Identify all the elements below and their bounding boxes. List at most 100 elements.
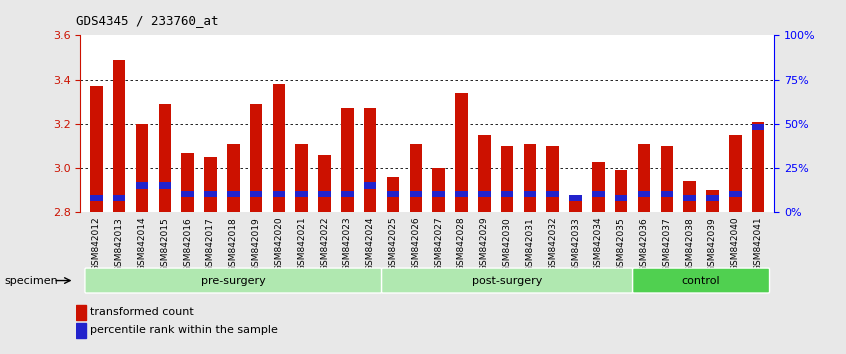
Bar	[501, 146, 514, 212]
Bar	[455, 191, 468, 198]
Bar	[158, 104, 171, 212]
Bar	[638, 191, 651, 198]
Bar	[90, 86, 102, 212]
Bar	[752, 124, 765, 130]
Bar	[158, 182, 171, 188]
Text: percentile rank within the sample: percentile rank within the sample	[90, 325, 278, 336]
Bar	[113, 60, 125, 212]
Text: GSM842018: GSM842018	[228, 217, 238, 272]
Bar	[524, 191, 536, 198]
Bar	[272, 191, 285, 198]
Bar	[524, 144, 536, 212]
Text: control: control	[682, 275, 721, 286]
Bar	[684, 182, 696, 212]
Text: GSM842015: GSM842015	[160, 217, 169, 272]
Text: GSM842022: GSM842022	[320, 217, 329, 271]
Bar	[387, 191, 399, 198]
Bar	[364, 108, 376, 212]
Bar	[432, 168, 445, 212]
Bar	[592, 161, 605, 212]
Bar	[204, 191, 217, 198]
Bar	[592, 191, 605, 198]
Bar	[250, 191, 262, 198]
Bar	[752, 122, 765, 212]
Bar	[341, 108, 354, 212]
Bar	[729, 191, 742, 198]
Text: GSM842019: GSM842019	[251, 217, 261, 272]
Bar	[135, 182, 148, 188]
Bar	[76, 323, 86, 338]
Text: GSM842024: GSM842024	[365, 217, 375, 271]
Text: GSM842041: GSM842041	[754, 217, 762, 272]
Bar	[569, 195, 582, 201]
Bar	[455, 93, 468, 212]
Text: GDS4345 / 233760_at: GDS4345 / 233760_at	[76, 13, 218, 27]
Bar	[113, 195, 125, 201]
Bar	[432, 191, 445, 198]
Bar	[387, 177, 399, 212]
Bar	[250, 104, 262, 212]
Bar	[181, 153, 194, 212]
Bar	[295, 144, 308, 212]
Text: GSM842030: GSM842030	[503, 217, 512, 272]
Text: GSM842035: GSM842035	[617, 217, 626, 272]
Bar	[227, 144, 239, 212]
Text: GSM842036: GSM842036	[640, 217, 649, 272]
Text: GSM842013: GSM842013	[115, 217, 124, 272]
Bar	[615, 170, 628, 212]
Text: GSM842023: GSM842023	[343, 217, 352, 272]
Text: GSM842040: GSM842040	[731, 217, 739, 272]
Bar	[684, 195, 696, 201]
Text: GSM842016: GSM842016	[183, 217, 192, 272]
Bar	[409, 144, 422, 212]
Text: GSM842026: GSM842026	[411, 217, 420, 272]
Text: GSM842034: GSM842034	[594, 217, 603, 272]
Bar	[135, 124, 148, 212]
Text: specimen: specimen	[4, 275, 58, 286]
Bar	[547, 191, 559, 198]
Text: GSM842032: GSM842032	[548, 217, 558, 272]
Text: GSM842027: GSM842027	[434, 217, 443, 272]
Text: GSM842012: GSM842012	[92, 217, 101, 272]
Text: GSM842017: GSM842017	[206, 217, 215, 272]
Bar	[409, 191, 422, 198]
FancyBboxPatch shape	[633, 268, 770, 293]
Bar	[295, 191, 308, 198]
Bar	[90, 195, 102, 201]
Bar	[729, 135, 742, 212]
Text: GSM842025: GSM842025	[388, 217, 398, 272]
FancyBboxPatch shape	[382, 268, 633, 293]
Bar	[478, 135, 491, 212]
Text: GSM842028: GSM842028	[457, 217, 466, 272]
Text: GSM842021: GSM842021	[297, 217, 306, 272]
Bar	[204, 157, 217, 212]
Text: GSM842029: GSM842029	[480, 217, 489, 272]
Bar	[706, 195, 719, 201]
Bar	[318, 155, 331, 212]
Bar	[661, 146, 673, 212]
Bar	[76, 305, 86, 320]
Text: transformed count: transformed count	[90, 307, 194, 317]
Text: GSM842039: GSM842039	[708, 217, 717, 272]
Bar	[272, 84, 285, 212]
Bar	[638, 144, 651, 212]
Bar	[706, 190, 719, 212]
Text: GSM842033: GSM842033	[571, 217, 580, 272]
Bar	[615, 195, 628, 201]
Bar	[501, 191, 514, 198]
Text: post-surgery: post-surgery	[472, 275, 542, 286]
Bar	[341, 191, 354, 198]
FancyBboxPatch shape	[85, 268, 382, 293]
Text: pre-surgery: pre-surgery	[201, 275, 266, 286]
Text: GSM842037: GSM842037	[662, 217, 672, 272]
Bar	[478, 191, 491, 198]
Bar	[227, 191, 239, 198]
Bar	[181, 191, 194, 198]
Bar	[547, 146, 559, 212]
Text: GSM842038: GSM842038	[685, 217, 695, 272]
Text: GSM842020: GSM842020	[274, 217, 283, 272]
Text: GSM842014: GSM842014	[138, 217, 146, 272]
Text: GSM842031: GSM842031	[525, 217, 535, 272]
Bar	[364, 182, 376, 188]
Bar	[569, 195, 582, 212]
